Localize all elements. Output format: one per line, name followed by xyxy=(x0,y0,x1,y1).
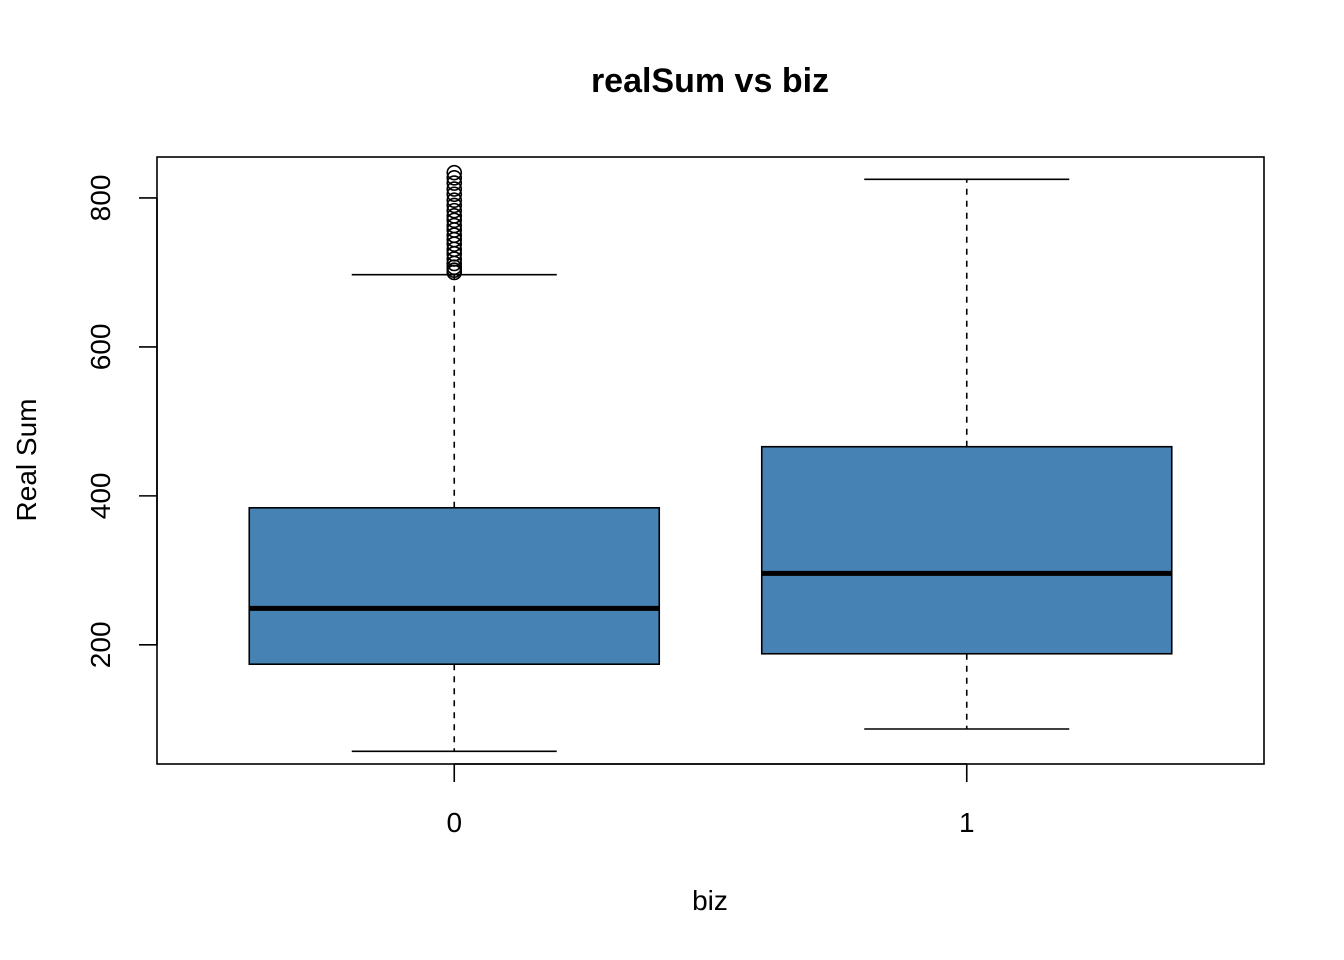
y-axis: 200 400 600 800 xyxy=(85,175,158,668)
outlier-point xyxy=(446,197,463,214)
outlier-point xyxy=(446,251,463,267)
iqr-box xyxy=(760,445,1173,655)
outlier-point xyxy=(446,227,463,244)
outlier-point xyxy=(446,208,463,224)
outlier-point xyxy=(446,186,463,203)
outlier-point xyxy=(446,217,463,234)
outlier-point xyxy=(446,181,463,197)
outlier-point xyxy=(446,164,463,181)
outlier-point xyxy=(446,192,463,208)
y-tick-label: 200 xyxy=(85,621,116,668)
box-group-1 xyxy=(760,178,1173,730)
outlier-point xyxy=(446,212,463,229)
y-tick-label: 600 xyxy=(85,324,116,371)
x-tick-label: 1 xyxy=(959,807,975,838)
box-group-0 xyxy=(248,164,661,753)
y-axis-label: Real Sum xyxy=(11,399,42,522)
x-tick-label: 0 xyxy=(446,807,462,838)
outlier-point xyxy=(446,202,463,219)
outlier-point xyxy=(446,175,463,191)
boxes-layer xyxy=(248,164,1173,753)
chart-title: realSum vs biz xyxy=(591,62,829,100)
y-tick-label: 400 xyxy=(85,473,116,520)
outlier-point xyxy=(446,170,463,186)
x-axis-label: biz xyxy=(692,885,728,916)
iqr-box xyxy=(248,506,661,665)
y-tick-label: 800 xyxy=(85,175,116,222)
